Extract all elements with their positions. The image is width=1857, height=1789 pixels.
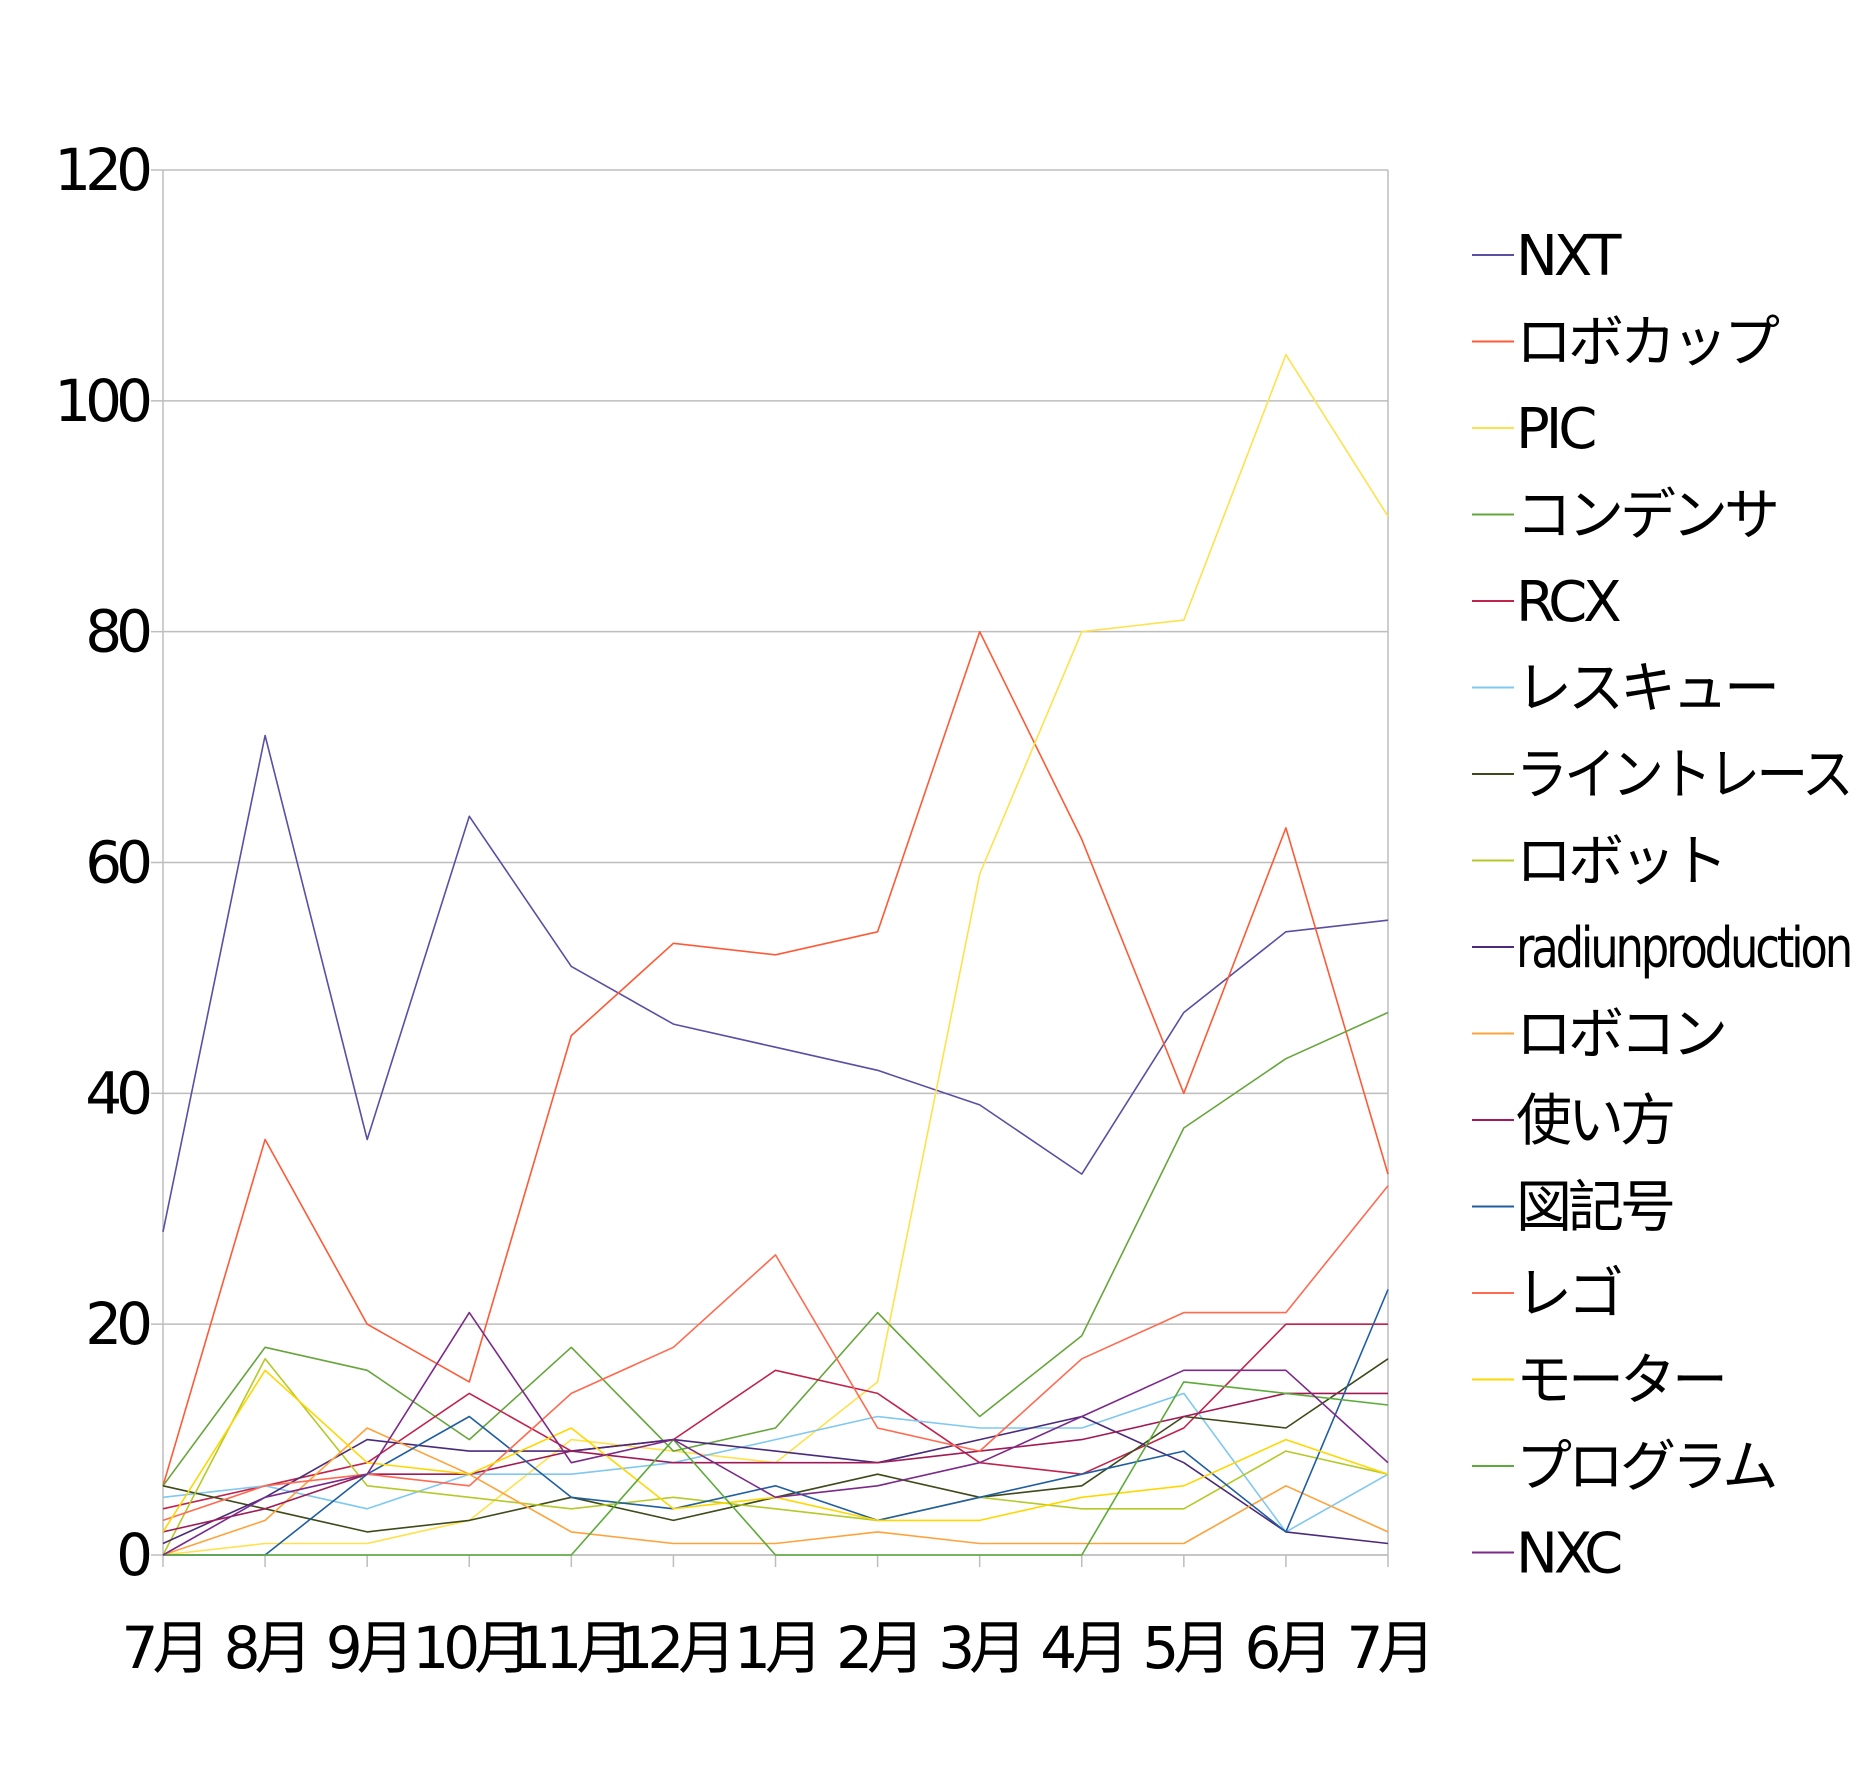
x-tick-label: 5月 bbox=[1142, 1614, 1225, 1682]
x-tick-label: 10月 bbox=[412, 1614, 526, 1682]
legend-label: RCX bbox=[1516, 570, 1620, 635]
y-tick-label: 100 bbox=[54, 367, 150, 435]
x-tick-label: 7月 bbox=[1347, 1614, 1430, 1682]
series-line-0 bbox=[162, 734, 1389, 1232]
x-tick-label: 1月 bbox=[734, 1614, 817, 1682]
series-line-1 bbox=[162, 630, 1389, 1487]
series-lines bbox=[162, 353, 1389, 1556]
legend-label: コンデンサ bbox=[1516, 484, 1776, 549]
series-line-9 bbox=[162, 1427, 1389, 1556]
series-line-5 bbox=[162, 1392, 1389, 1533]
x-tick-label: 12月 bbox=[617, 1614, 731, 1682]
y-tick-label: 60 bbox=[85, 829, 150, 897]
legend-label: ロボコン bbox=[1516, 1003, 1724, 1068]
series-line-8 bbox=[162, 1415, 1389, 1545]
y-tick-label: 20 bbox=[85, 1290, 150, 1358]
x-tick-label: 9月 bbox=[326, 1614, 409, 1682]
y-tick-label: 80 bbox=[85, 598, 150, 666]
series-line-7 bbox=[162, 1358, 1389, 1556]
legend-label: NXC bbox=[1516, 1522, 1621, 1587]
legend-label: ライントレース bbox=[1516, 743, 1850, 808]
legend-label: ロボカップ bbox=[1516, 311, 1780, 376]
x-tick-label: 7月 bbox=[122, 1614, 205, 1682]
legend-label: PIC bbox=[1516, 397, 1595, 462]
y-tick-label: 0 bbox=[116, 1521, 150, 1589]
x-tick-label: 11月 bbox=[514, 1614, 628, 1682]
legend-label: レスキュー bbox=[1516, 657, 1776, 722]
legend-label: モーター bbox=[1516, 1349, 1724, 1414]
y-axis-tick-labels: 0 20 40 60 80 100 120 bbox=[54, 136, 156, 1589]
x-tick-label: 8月 bbox=[224, 1614, 307, 1682]
series-line-15 bbox=[162, 1311, 1389, 1556]
legend-label: プログラム bbox=[1516, 1435, 1775, 1500]
legend-label: NXT bbox=[1516, 224, 1622, 289]
x-tick-label: 2月 bbox=[836, 1614, 919, 1682]
x-tick-label: 3月 bbox=[938, 1614, 1021, 1682]
legend-label: radiunproduction bbox=[1516, 916, 1850, 981]
series-line-14 bbox=[163, 1381, 1389, 1556]
legend-label: レゴ bbox=[1516, 1262, 1621, 1327]
legend-label: ロボット bbox=[1516, 830, 1724, 895]
x-tick-label: 4月 bbox=[1040, 1614, 1123, 1682]
legend-label: 使い方 bbox=[1516, 1089, 1673, 1154]
legend-label: 図記号 bbox=[1516, 1176, 1673, 1241]
y-tick-label: 40 bbox=[85, 1059, 150, 1127]
y-tick-label: 120 bbox=[54, 136, 150, 204]
series-line-3 bbox=[162, 1011, 1389, 1487]
x-tick-label: 6月 bbox=[1244, 1614, 1327, 1682]
